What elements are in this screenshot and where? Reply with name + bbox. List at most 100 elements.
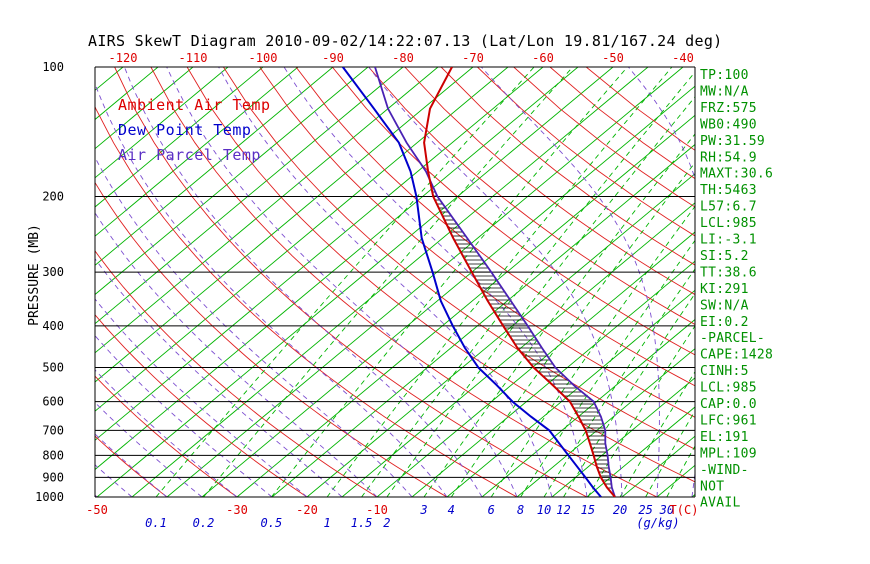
legend-ambient-temp: Ambient Air Temp (118, 96, 271, 114)
mixing-unit-label: (g/kg) (636, 516, 679, 530)
isotherm-line (95, 67, 404, 325)
stats-line: KI:291 (700, 282, 749, 297)
dry-adiabat-line (95, 375, 238, 497)
temp-unit-label: T(C) (670, 503, 699, 517)
isotherm-line (656, 464, 695, 497)
isotherm-line (95, 67, 509, 412)
mixing-ratio-line (619, 370, 695, 497)
mixing-ratio-line (326, 67, 673, 497)
stats-line: SW:N/A (700, 298, 749, 313)
axis-tick-labels: 100 200 300 400 500 600 700 800 900 1000 -120 -110 -… (35, 51, 698, 530)
stats-line: FRZ:575 (700, 101, 757, 116)
mixing-ratio-label: 0.5 (261, 516, 283, 530)
mixing-ratio-label: 20 (613, 503, 627, 517)
moist-adiabat-line (95, 369, 238, 497)
isotherm-lines (95, 67, 695, 497)
pressure-tick-label: 900 (42, 470, 64, 484)
mixing-ratio-label: 3 (419, 503, 427, 517)
stats-line: RH:54.9 (700, 150, 757, 165)
isotherm-line (95, 67, 194, 150)
dry-adiabat-line (331, 67, 695, 356)
top-temp-tick-label: -40 (672, 51, 694, 65)
mixing-ratio-label: 10 (537, 503, 551, 517)
moist-adiabat-line (95, 334, 273, 497)
bottom-temp-tick-label: -50 (86, 503, 108, 517)
mixing-ratio-label: 8 (517, 503, 524, 517)
mixing-ratio-label: 25 (638, 503, 652, 517)
moist-adiabat-line (95, 156, 413, 497)
mixing-ratio-line (203, 67, 574, 497)
mixing-ratio-line (155, 67, 535, 497)
isotherm-line (95, 67, 299, 237)
mixing-ratio-label: 2 (383, 516, 390, 530)
moist-adiabat-line (218, 67, 553, 497)
isotherm-line (306, 173, 695, 497)
legend-dew-point: Dew Point Temp (118, 121, 251, 139)
mixing-ratio-line (271, 67, 628, 497)
bottom-temp-tick-label: -10 (366, 503, 388, 517)
pressure-tick-label: 200 (42, 189, 64, 203)
stats-line: TT:38.6 (700, 265, 757, 280)
moist-adiabat-line (283, 67, 588, 497)
chart-title: AIRS SkewT Diagram 2010-09-02/14:22:07.1… (88, 32, 723, 50)
moist-adiabat-line (480, 67, 660, 497)
dry-adiabat-line (95, 435, 168, 497)
stats-line: WB0:490 (700, 117, 757, 132)
stats-line: -PARCEL- (700, 331, 765, 346)
top-temp-tick-label: -60 (532, 51, 554, 65)
mixing-ratio-line (361, 71, 695, 497)
mixing-ratio-label: 30 (659, 503, 674, 517)
mixing-ratio-line (450, 161, 695, 497)
bottom-temp-tick-label: -20 (296, 503, 318, 517)
moist-adiabat-line (95, 298, 308, 497)
pressure-tick-label: 700 (42, 423, 64, 437)
ambient-temp-curve (423, 67, 616, 497)
dry-adiabat-line (95, 314, 308, 497)
mixing-ratio-line (645, 410, 695, 497)
dewpoint-curve (341, 67, 602, 497)
moist-adiabat-line (166, 67, 518, 497)
stats-line: MPL:109 (700, 446, 757, 461)
isotherm-line (131, 67, 649, 497)
isotherm-line (95, 67, 369, 296)
isotherm-line (341, 202, 695, 497)
moist-adiabat-line (95, 464, 133, 497)
dry-adiabat-line (513, 67, 695, 208)
isotherm-line (95, 67, 334, 266)
mixing-ratio-label: 1.5 (351, 516, 373, 530)
isotherm-line (95, 67, 579, 471)
mixing-ratio-label: 4 (448, 503, 455, 517)
moist-adiabat-line (95, 257, 343, 497)
dry-adiabat-line (186, 67, 695, 483)
top-temp-tick-label: -80 (392, 51, 414, 65)
mixing-ratio-line (520, 239, 695, 497)
top-temp-tick-label: -70 (462, 51, 484, 65)
moist-adiabat-line (95, 433, 168, 497)
dry-adiabat-line (368, 67, 695, 326)
isotherm-line (95, 67, 264, 208)
mixing-ratio-label: 12 (556, 503, 570, 517)
dry-adiabat-line (95, 181, 448, 497)
moist-adiabat-lines (95, 67, 695, 497)
pressure-tick-label: 100 (42, 60, 64, 74)
mixing-ratio-line (666, 445, 695, 497)
dry-adiabat-line (295, 67, 695, 387)
stats-line: NOT (700, 479, 724, 494)
stats-line: SI:5.2 (700, 249, 749, 264)
stats-line: EI:0.2 (700, 315, 749, 330)
isotherm-line (95, 67, 229, 179)
mixing-ratio-lines (155, 67, 695, 497)
isotherm-line (481, 318, 695, 497)
pressure-tick-label: 800 (42, 448, 64, 462)
isotherm-line (376, 231, 695, 497)
stats-line: TP:100 (700, 68, 749, 83)
mixing-ratio-label: 0.2 (193, 516, 215, 530)
stats-line: LI:-3.1 (700, 233, 757, 248)
moist-adiabat-line (95, 401, 203, 497)
dry-adiabat-line (95, 250, 378, 497)
mixing-ratio-label: 1 (323, 516, 330, 530)
isotherm-line (551, 377, 695, 497)
mixing-ratio-line (423, 133, 695, 497)
stats-line: L57:6.7 (700, 200, 757, 215)
